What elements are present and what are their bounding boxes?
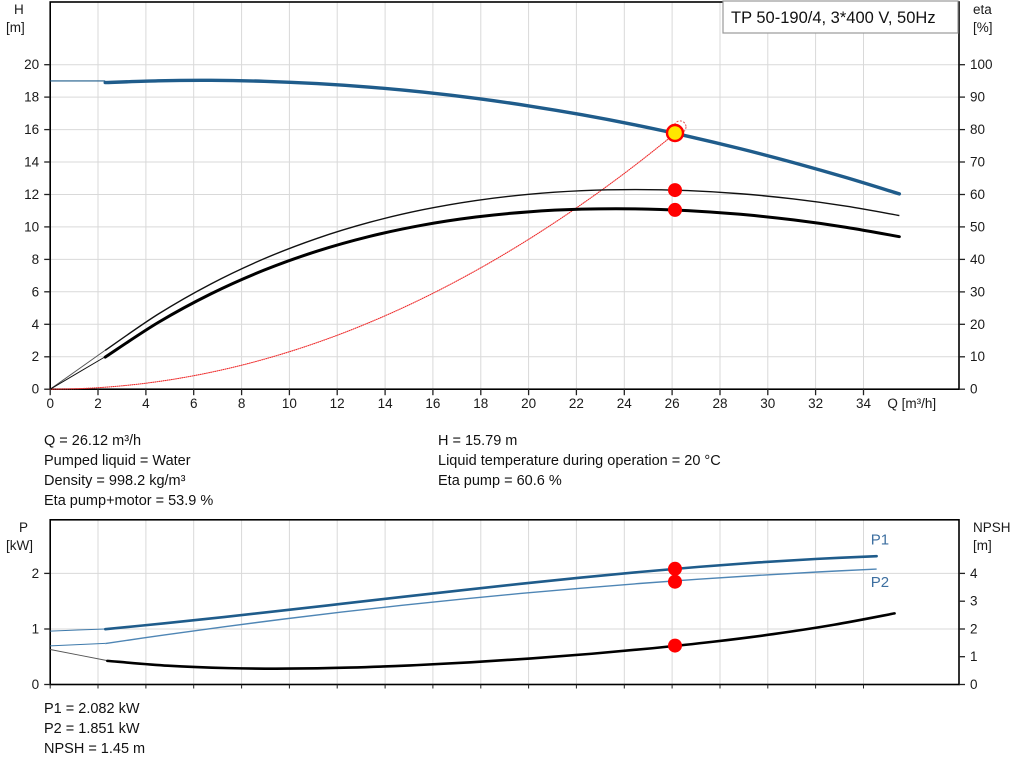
svg-text:22: 22 [569, 396, 584, 411]
svg-text:20: 20 [24, 57, 39, 72]
svg-text:Q [m³/h]: Q [m³/h] [887, 396, 936, 411]
svg-text:12: 12 [330, 396, 345, 411]
svg-text:28: 28 [712, 396, 727, 411]
svg-text:10: 10 [970, 349, 985, 364]
svg-text:14: 14 [378, 396, 394, 411]
svg-text:26: 26 [665, 396, 680, 411]
svg-text:4: 4 [142, 396, 150, 411]
svg-text:16: 16 [425, 396, 440, 411]
svg-text:H: H [14, 2, 24, 17]
svg-text:8: 8 [238, 396, 246, 411]
svg-text:1: 1 [32, 622, 40, 637]
svg-text:NPSH: NPSH [973, 520, 1011, 535]
svg-text:P1: P1 [871, 531, 889, 548]
svg-text:32: 32 [808, 396, 823, 411]
svg-text:24: 24 [617, 396, 633, 411]
svg-text:2: 2 [32, 349, 40, 364]
svg-text:0: 0 [46, 396, 54, 411]
svg-text:10: 10 [24, 219, 39, 234]
svg-text:70: 70 [970, 155, 985, 170]
svg-text:eta: eta [973, 2, 992, 17]
svg-text:[m]: [m] [973, 538, 992, 553]
svg-text:6: 6 [32, 284, 40, 299]
svg-text:P2: P2 [871, 574, 889, 591]
svg-text:8: 8 [32, 252, 40, 267]
svg-text:4: 4 [32, 317, 40, 332]
svg-text:12: 12 [24, 187, 39, 202]
svg-text:40: 40 [970, 252, 985, 267]
svg-text:[kW]: [kW] [6, 538, 33, 553]
svg-text:14: 14 [24, 155, 40, 170]
svg-text:30: 30 [760, 396, 775, 411]
svg-text:90: 90 [970, 90, 985, 105]
svg-text:10: 10 [282, 396, 297, 411]
svg-text:2: 2 [970, 622, 978, 637]
svg-text:TP 50-190/4, 3*400 V, 50Hz: TP 50-190/4, 3*400 V, 50Hz [731, 9, 936, 27]
svg-text:20: 20 [970, 317, 985, 332]
svg-text:P: P [19, 520, 28, 535]
svg-text:2: 2 [94, 396, 102, 411]
svg-text:16: 16 [24, 122, 39, 137]
svg-text:18: 18 [24, 90, 39, 105]
svg-text:[m]: [m] [6, 20, 25, 35]
svg-text:60: 60 [970, 187, 985, 202]
svg-text:4: 4 [970, 566, 978, 581]
svg-text:6: 6 [190, 396, 198, 411]
svg-text:3: 3 [970, 594, 978, 609]
svg-text:0: 0 [32, 677, 40, 692]
svg-text:20: 20 [521, 396, 536, 411]
svg-text:50: 50 [970, 219, 985, 234]
svg-text:34: 34 [856, 396, 872, 411]
svg-text:18: 18 [473, 396, 488, 411]
svg-text:[%]: [%] [973, 20, 993, 35]
svg-text:0: 0 [970, 382, 978, 397]
svg-text:0: 0 [32, 382, 40, 397]
svg-text:0: 0 [970, 677, 978, 692]
svg-text:1: 1 [970, 649, 978, 664]
svg-text:100: 100 [970, 57, 993, 72]
svg-text:80: 80 [970, 122, 985, 137]
svg-text:30: 30 [970, 284, 985, 299]
svg-text:2: 2 [32, 566, 40, 581]
